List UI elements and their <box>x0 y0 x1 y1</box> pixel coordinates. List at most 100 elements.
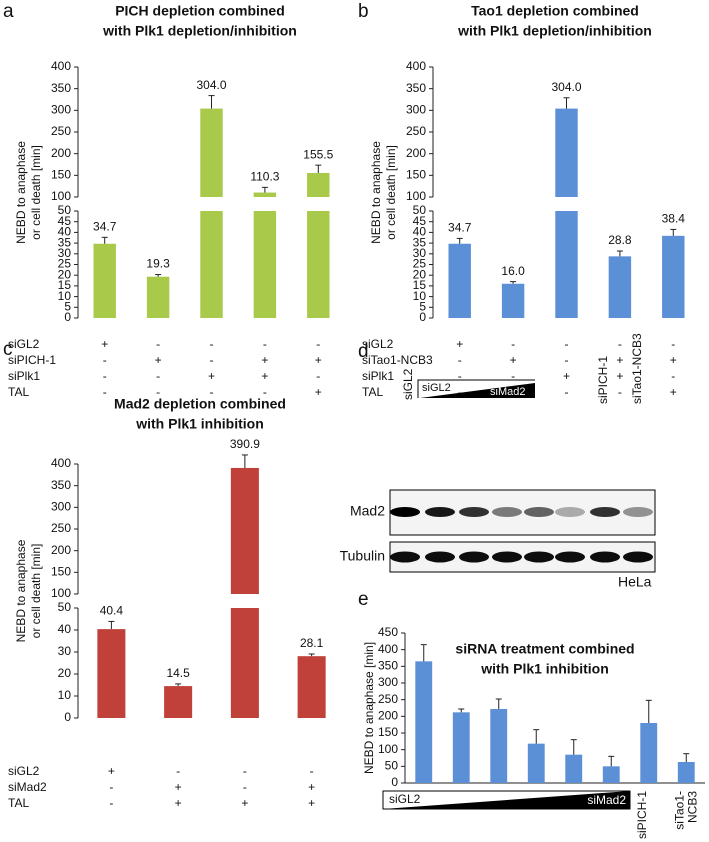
condition-mark: - <box>103 369 107 383</box>
y-axis-label: NEBD to anaphase [min] <box>362 642 376 774</box>
condition-mark: - <box>565 353 569 367</box>
band <box>459 551 489 563</box>
x-tick-label: siPICH-1 <box>635 791 649 839</box>
y-tick-label: 400 <box>406 59 426 73</box>
value-label: 304.0 <box>196 78 226 92</box>
condition-mark: + <box>563 369 570 383</box>
lane-label: siTao1-NCB3 <box>630 333 644 404</box>
condition-mark: + <box>315 353 322 367</box>
value-label: 155.5 <box>303 147 333 161</box>
condition-mark: - <box>156 369 160 383</box>
y-axis-label: NEBD to anaphase <box>369 141 383 244</box>
x-tick-label: siTao1- <box>672 791 686 830</box>
y-tick-label: 45 <box>413 214 427 228</box>
band <box>623 507 653 517</box>
condition-mark: - <box>176 764 180 778</box>
chart-title: siRNA treatment combined <box>455 641 634 657</box>
condition-label: siGL2 <box>8 337 40 351</box>
x-tick-label: NCB3 <box>685 791 699 823</box>
bar <box>253 211 277 318</box>
y-tick-label: 50 <box>413 203 427 217</box>
bar <box>307 211 330 318</box>
value-label: 38.4 <box>662 212 686 226</box>
y-tick-label: 35 <box>413 235 427 249</box>
condition-mark: + <box>208 369 215 383</box>
band <box>524 551 554 563</box>
condition-mark: - <box>109 780 113 794</box>
y-tick-label: 100 <box>406 189 426 203</box>
y-tick-label: 45 <box>58 214 72 228</box>
y-tick-label: 250 <box>51 521 71 535</box>
value-label: 34.7 <box>93 219 117 233</box>
y-tick-label: 0 <box>64 310 71 324</box>
bar <box>230 467 259 594</box>
condition-mark: - <box>243 764 247 778</box>
y-tick-label: 300 <box>51 103 71 117</box>
y-tick-label: 100 <box>378 742 398 756</box>
bar <box>501 283 525 318</box>
bar <box>253 192 277 197</box>
condition-label: siPICH-1 <box>8 353 56 367</box>
bar <box>230 608 259 718</box>
condition-mark: + <box>261 369 268 383</box>
condition-label: siMad2 <box>8 780 47 794</box>
y-tick-label: 40 <box>58 622 72 636</box>
condition-mark: + <box>155 353 162 367</box>
y-tick-label: 25 <box>58 257 72 271</box>
y-tick-label: 250 <box>406 124 426 138</box>
condition-mark: + <box>308 780 315 794</box>
condition-mark: - <box>243 780 247 794</box>
value-label: 34.7 <box>448 221 472 235</box>
y-axis-label: or cell death [min] <box>29 145 43 240</box>
y-tick-label: 300 <box>378 675 398 689</box>
y-tick-label: 0 <box>391 775 398 789</box>
y-tick-label: 0 <box>419 310 426 324</box>
band <box>492 507 522 517</box>
condition-mark: + <box>241 796 248 810</box>
value-label: 304.0 <box>551 80 581 94</box>
y-tick-label: 100 <box>51 586 71 600</box>
condition-mark: + <box>315 385 322 399</box>
panel-label: a <box>3 1 14 22</box>
bar <box>200 211 223 318</box>
condition-label: siTao1-NCB3 <box>362 353 433 367</box>
y-tick-label: 20 <box>58 666 72 680</box>
y-tick-label: 150 <box>51 168 71 182</box>
y-tick-label: 15 <box>413 278 427 292</box>
condition-mark: + <box>670 385 677 399</box>
y-tick-label: 10 <box>413 289 427 303</box>
y-tick-label: 30 <box>58 644 72 658</box>
gradient-label: siMad2 <box>490 386 525 398</box>
panel-label: e <box>358 589 369 610</box>
condition-mark: - <box>565 337 569 351</box>
band <box>425 507 455 517</box>
value-label: 28.1 <box>300 636 324 650</box>
band <box>390 551 420 563</box>
y-axis-label: or cell death [min] <box>29 544 43 639</box>
lane-label: siGL2 <box>401 368 415 400</box>
condition-label: TAL <box>362 385 383 399</box>
condition-mark: - <box>511 369 515 383</box>
y-tick-label: 40 <box>413 225 427 239</box>
band <box>555 551 585 563</box>
value-label: 390.9 <box>230 437 260 451</box>
condition-mark: - <box>210 337 214 351</box>
blot-row-label: Mad2 <box>350 503 385 519</box>
panel-label: b <box>358 1 369 22</box>
y-tick-label: 200 <box>406 146 426 160</box>
y-tick-label: 50 <box>58 600 72 614</box>
condition-mark: - <box>210 353 214 367</box>
y-tick-label: 150 <box>406 168 426 182</box>
bar <box>97 629 126 718</box>
value-label: 110.3 <box>250 170 279 184</box>
y-tick-label: 350 <box>51 81 71 95</box>
condition-mark: - <box>156 385 160 399</box>
band <box>555 507 585 517</box>
y-tick-label: 50 <box>58 203 72 217</box>
condition-mark: - <box>210 385 214 399</box>
condition-label: siGL2 <box>362 337 394 351</box>
cell-line: HeLa <box>618 574 652 590</box>
condition-mark: - <box>511 385 515 399</box>
bar <box>448 243 471 318</box>
y-tick-label: 250 <box>51 124 71 138</box>
